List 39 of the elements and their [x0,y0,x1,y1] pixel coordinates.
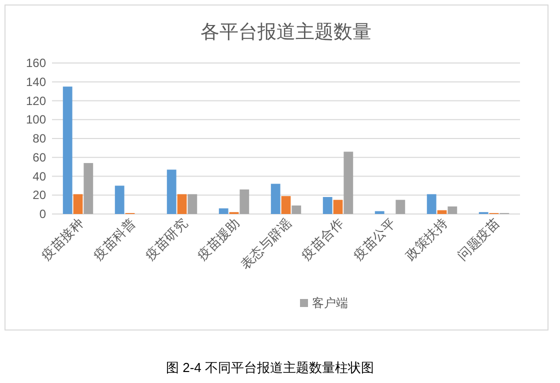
y-tick-label: 80 [32,132,46,146]
chart-title: 各平台报道主题数量 [200,21,372,43]
bar [396,200,406,214]
bar [322,197,332,214]
bar [188,194,198,214]
bar [344,152,354,214]
y-tick-label: 20 [32,188,46,202]
x-tick-label: 政策扶持 [402,216,450,263]
y-tick-label: 160 [26,56,46,70]
bar [281,196,291,214]
x-tick-label: 疫苗公平 [350,216,398,263]
bar [166,170,176,214]
bar [73,194,83,214]
x-tick-label: 疫苗研究 [142,216,190,263]
y-tick-label: 100 [26,112,46,127]
bar [437,210,447,214]
y-tick-label: 120 [26,94,46,108]
bar [240,189,250,214]
caption: 图 2-4 不同平台报道主题数量柱状图 [166,360,374,375]
bar [114,186,124,214]
bar [333,200,343,214]
y-tick-label: 40 [32,169,46,184]
bar [62,86,72,214]
bar [448,206,458,214]
y-tick-label: 140 [26,74,46,89]
y-tick-label: 0 [39,207,46,221]
bar [374,211,384,214]
x-tick-label: 疫苗援助 [194,216,242,263]
y-tick-label: 60 [32,150,46,164]
x-tick-label: 疫苗科普 [90,216,138,263]
legend-label: 客户端 [312,296,348,310]
bar [84,163,94,214]
x-tick-label: 问题疫苗 [454,216,502,263]
bar [218,208,228,214]
x-tick-label: 疫苗合作 [298,216,346,263]
bar [270,184,280,214]
bar [292,206,302,214]
bar [426,194,436,214]
bar [177,194,187,214]
